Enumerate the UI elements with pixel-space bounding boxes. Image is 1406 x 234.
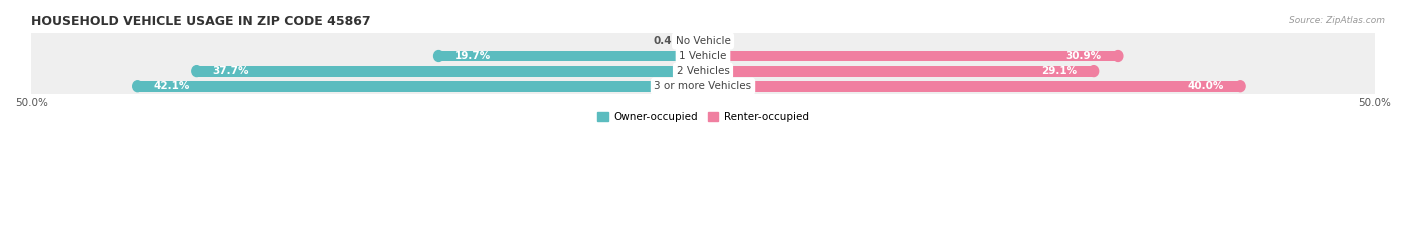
Circle shape [132,81,142,92]
Circle shape [1114,51,1123,62]
Legend: Owner-occupied, Renter-occupied: Owner-occupied, Renter-occupied [593,108,813,126]
Circle shape [1236,81,1246,92]
Bar [31,33,1375,48]
Text: 40.0%: 40.0% [1188,81,1225,91]
Text: 37.7%: 37.7% [212,66,249,76]
Circle shape [191,66,201,77]
Circle shape [433,51,443,62]
Bar [439,51,703,62]
Circle shape [692,35,702,46]
Text: HOUSEHOLD VEHICLE USAGE IN ZIP CODE 45867: HOUSEHOLD VEHICLE USAGE IN ZIP CODE 4586… [31,15,371,28]
Bar [696,35,703,46]
Bar [31,79,1375,94]
Text: 42.1%: 42.1% [153,81,190,91]
Text: 0.49%: 0.49% [654,36,690,46]
Text: 3 or more Vehicles: 3 or more Vehicles [654,81,752,91]
Text: 29.1%: 29.1% [1042,66,1078,76]
Bar [31,64,1375,79]
Bar [703,66,1094,77]
Bar [703,81,1240,92]
Circle shape [1090,66,1098,77]
Bar [703,51,1118,62]
Bar [31,48,1375,64]
Text: No Vehicle: No Vehicle [675,36,731,46]
Bar [138,81,703,92]
Text: 1 Vehicle: 1 Vehicle [679,51,727,61]
Text: Source: ZipAtlas.com: Source: ZipAtlas.com [1289,16,1385,25]
Text: 2 Vehicles: 2 Vehicles [676,66,730,76]
Bar [197,66,703,77]
Text: 30.9%: 30.9% [1066,51,1102,61]
Text: 19.7%: 19.7% [454,51,491,61]
